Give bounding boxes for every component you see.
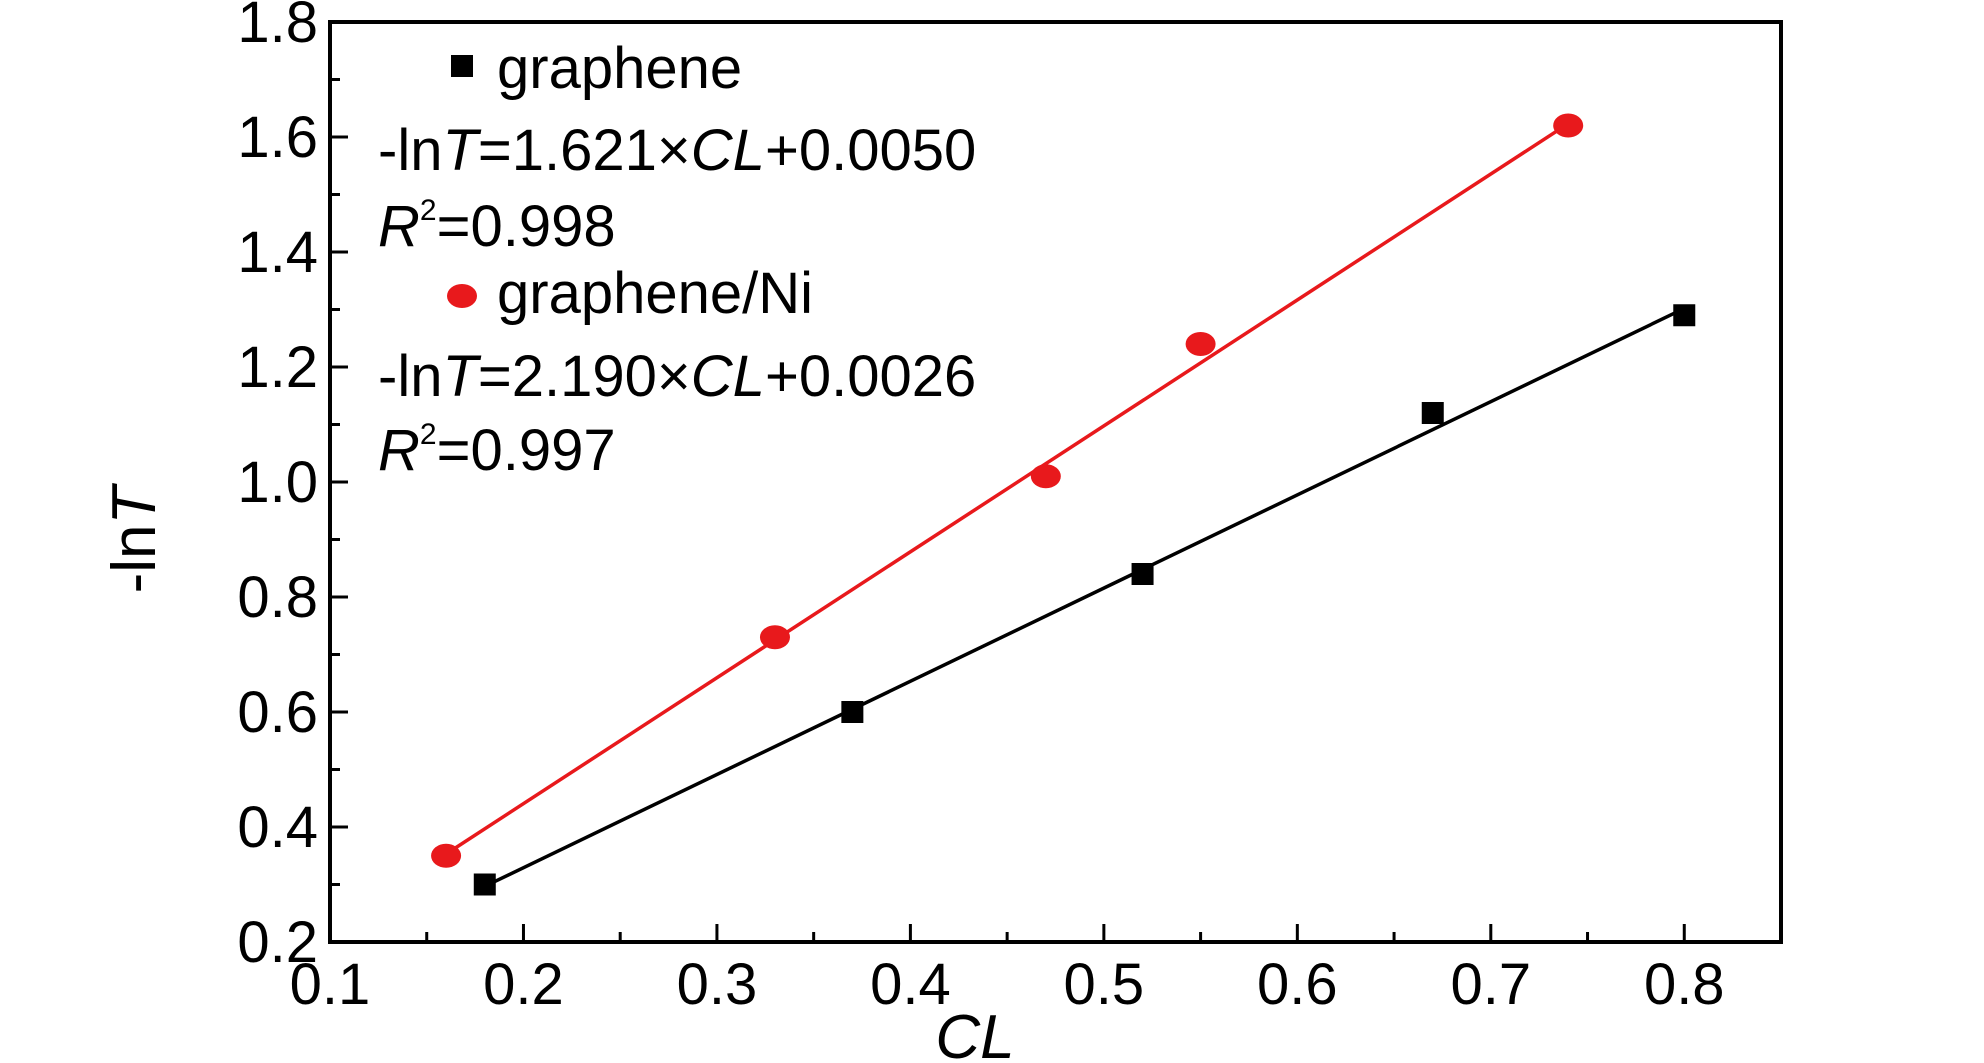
data-point-graphene-3 bbox=[1421, 402, 1444, 424]
data-point-graphene-2 bbox=[1131, 563, 1154, 585]
x-tick-label-1: 0.2 bbox=[483, 952, 564, 1017]
y-tick-label-2: 0.6 bbox=[237, 680, 318, 745]
axis-ticks: 0.1 0.2 0.3 0.4 0.5 0.6 0.7 0.80.20.40.60.81.01… bbox=[237, 0, 1724, 1017]
y-axis-title: -lnT bbox=[100, 482, 169, 593]
data-point-graphene-1 bbox=[841, 701, 864, 723]
legend-label-graphene: graphene bbox=[497, 36, 742, 101]
fit-line-graphene-ni bbox=[445, 122, 1570, 856]
data-point-graphene-ni-4 bbox=[1553, 113, 1584, 138]
x-tick-label-4: 0.5 bbox=[1064, 952, 1145, 1017]
fit-line-graphene bbox=[484, 306, 1686, 888]
data-point-graphene-ni-1 bbox=[759, 625, 790, 650]
equation-graphene: -lnT=1.621×CL+0.0050 bbox=[378, 118, 976, 183]
equation-graphene-ni: -lnT=2.190×CL+0.0026 bbox=[378, 344, 976, 409]
legend-label-graphene-ni: graphene/Ni bbox=[497, 261, 813, 326]
x-tick-label-7: 0.8 bbox=[1644, 952, 1725, 1017]
x-tick-label-6: 0.7 bbox=[1450, 952, 1531, 1017]
y-tick-label-5: 1.2 bbox=[237, 335, 318, 400]
data-markers bbox=[431, 113, 1696, 896]
x-tick-label-2: 0.3 bbox=[677, 952, 758, 1017]
data-point-graphene-ni-0 bbox=[431, 843, 462, 868]
legend-marker-graphene-ni bbox=[447, 284, 477, 308]
x-tick-label-3: 0.4 bbox=[870, 952, 951, 1017]
data-point-graphene-ni-2 bbox=[1030, 464, 1061, 489]
r2-graphene: R2=0.998 bbox=[378, 194, 616, 259]
fit-lines bbox=[445, 122, 1686, 888]
legend-marker-graphene bbox=[451, 55, 473, 77]
data-point-graphene-4 bbox=[1673, 304, 1696, 327]
data-point-graphene-ni-3 bbox=[1185, 332, 1216, 356]
y-tick-label-8: 1.8 bbox=[237, 0, 318, 55]
y-tick-label-0: 0.2 bbox=[237, 910, 318, 975]
legend: graphene -lnT=1.621×CL+0.0050 R2=0.998 g… bbox=[378, 36, 976, 483]
y-tick-label-7: 1.6 bbox=[237, 105, 318, 170]
y-tick-label-3: 0.8 bbox=[237, 565, 318, 630]
x-tick-label-0: 0.1 bbox=[290, 952, 371, 1017]
x-tick-label-5: 0.6 bbox=[1257, 952, 1338, 1017]
data-point-graphene-0 bbox=[473, 873, 496, 896]
y-tick-label-1: 0.4 bbox=[237, 795, 318, 860]
x-axis-title: CL bbox=[935, 1003, 1014, 1063]
y-tick-label-4: 1.0 bbox=[237, 450, 318, 515]
r2-graphene-ni: R2=0.997 bbox=[378, 418, 616, 483]
y-tick-label-6: 1.4 bbox=[237, 220, 318, 285]
